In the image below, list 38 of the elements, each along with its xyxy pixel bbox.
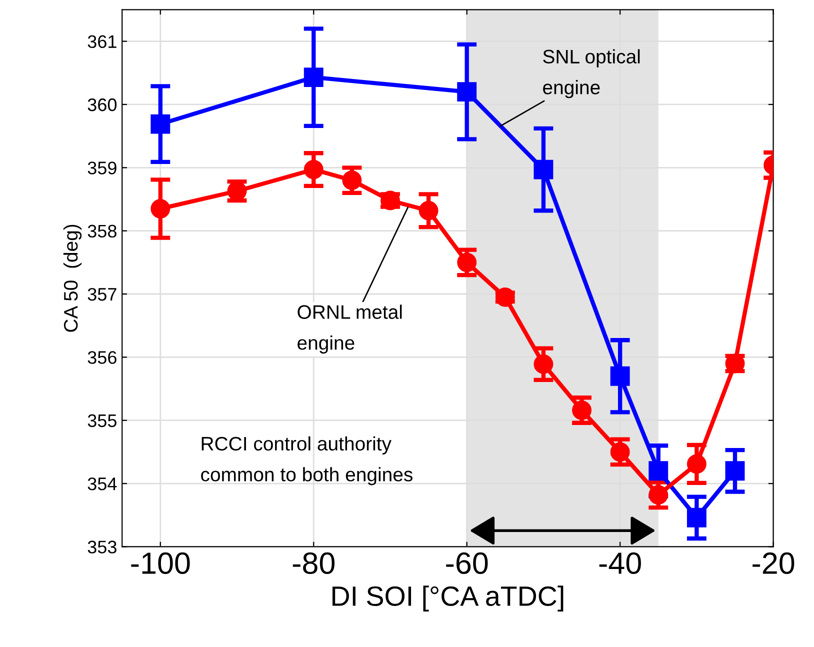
x-tick-label: -20 bbox=[752, 552, 794, 574]
y-tick-label: 356 bbox=[88, 351, 116, 364]
x-tick-label: -80 bbox=[292, 552, 335, 574]
y-tick-label: 353 bbox=[88, 540, 116, 554]
point bbox=[304, 160, 324, 180]
point bbox=[725, 461, 745, 481]
y-tick-label: 357 bbox=[88, 288, 116, 301]
point bbox=[686, 508, 706, 528]
point bbox=[418, 200, 438, 220]
y-tick-label: 359 bbox=[88, 162, 116, 174]
point bbox=[610, 366, 630, 386]
annotation: ORNL metal engine bbox=[298, 304, 402, 354]
y-axis-title: CA 50 (deg) bbox=[63, 224, 82, 332]
point bbox=[150, 198, 170, 218]
point bbox=[572, 400, 592, 420]
point bbox=[610, 442, 630, 462]
y-tick-label: 354 bbox=[88, 477, 117, 490]
point bbox=[457, 82, 477, 102]
point bbox=[495, 287, 515, 307]
point bbox=[534, 354, 554, 374]
y-tick-label: 355 bbox=[88, 414, 116, 428]
x-tick-label: -40 bbox=[599, 552, 641, 574]
x-tick-label: -60 bbox=[446, 552, 488, 574]
point bbox=[342, 170, 362, 190]
point bbox=[648, 485, 668, 505]
x-axis-title: DI SOI [°CA aTDC] bbox=[332, 586, 564, 612]
y-tick-label: 358 bbox=[88, 224, 116, 238]
y-tick-label: 361 bbox=[88, 35, 116, 48]
point bbox=[150, 114, 170, 134]
point bbox=[457, 252, 477, 272]
annotation: RCCI control authority common to both engines bbox=[201, 436, 412, 486]
point bbox=[686, 454, 706, 474]
x-tick-label: -100 bbox=[131, 552, 190, 574]
annotation: SNL optical engine bbox=[543, 49, 640, 98]
y-tick-label: 360 bbox=[88, 98, 117, 112]
point bbox=[648, 461, 668, 481]
point bbox=[304, 68, 324, 88]
point bbox=[534, 160, 554, 180]
